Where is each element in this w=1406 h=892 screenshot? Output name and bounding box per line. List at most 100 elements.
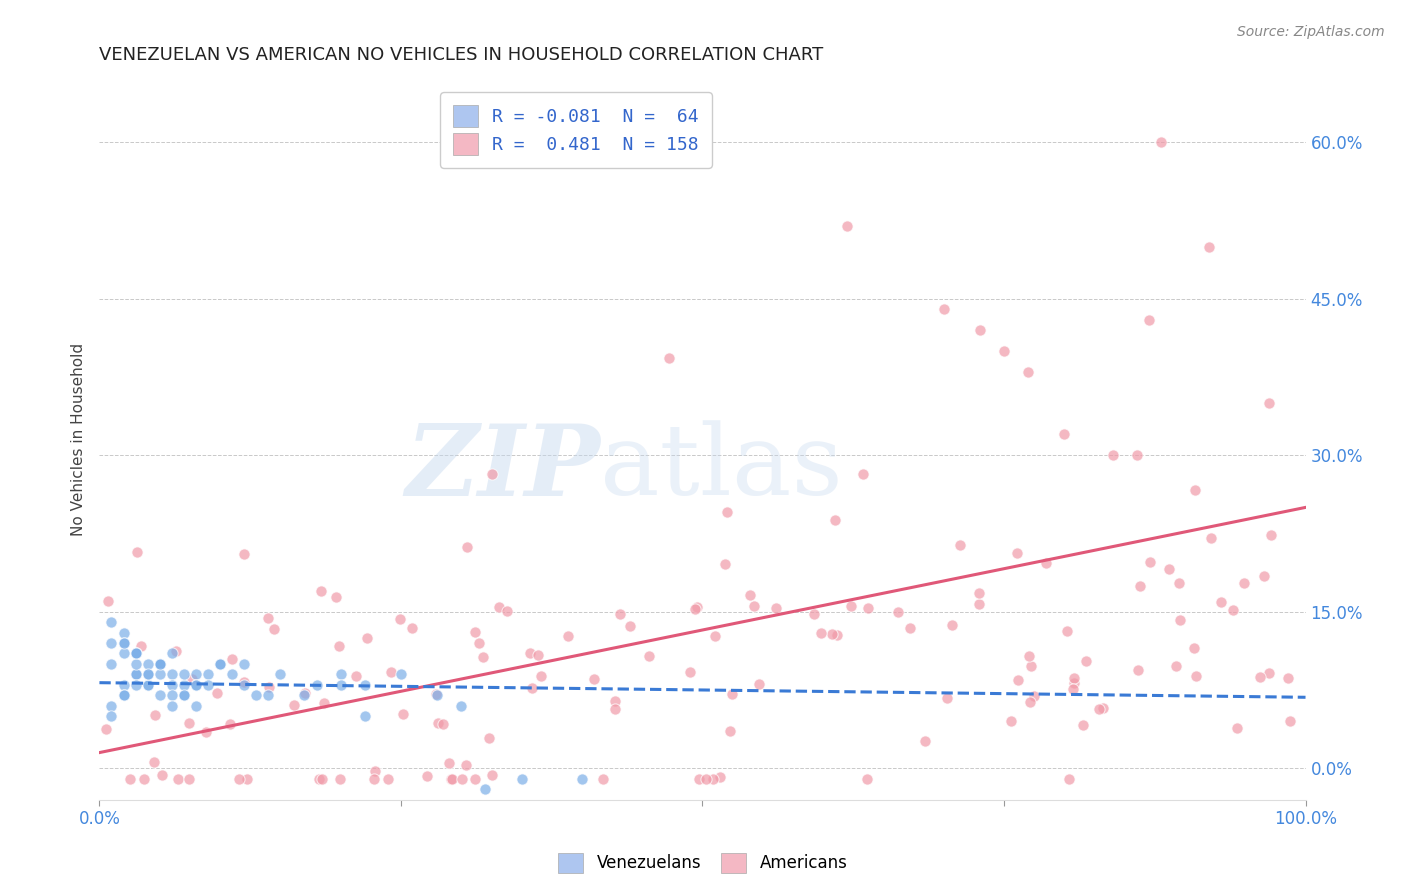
Point	[1137, 312, 1160, 326]
Point	[827, 628, 849, 642]
Point	[1071, 718, 1094, 732]
Point	[738, 588, 761, 602]
Point	[427, 715, 450, 730]
Point	[112, 636, 135, 650]
Point	[392, 706, 415, 721]
Point	[235, 772, 257, 786]
Point	[1198, 239, 1220, 253]
Point	[1126, 663, 1149, 677]
Point	[256, 611, 278, 625]
Point	[1222, 603, 1244, 617]
Point	[714, 557, 737, 571]
Point	[218, 716, 240, 731]
Point	[603, 702, 626, 716]
Point	[136, 667, 159, 681]
Point	[571, 772, 593, 786]
Point	[329, 667, 352, 681]
Point	[748, 677, 770, 691]
Point	[837, 219, 859, 233]
Point	[329, 772, 352, 786]
Point	[858, 600, 880, 615]
Legend: Venezuelans, Americans: Venezuelans, Americans	[551, 847, 855, 880]
Point	[821, 627, 844, 641]
Point	[97, 593, 120, 607]
Point	[941, 618, 963, 632]
Point	[294, 685, 316, 699]
Point	[124, 647, 146, 661]
Point	[967, 597, 990, 611]
Point	[1164, 658, 1187, 673]
Point	[1139, 555, 1161, 569]
Point	[1005, 545, 1028, 559]
Point	[716, 505, 738, 519]
Point	[364, 764, 387, 778]
Point	[658, 351, 681, 365]
Point	[173, 688, 195, 702]
Point	[936, 691, 959, 706]
Point	[112, 688, 135, 702]
Point	[283, 698, 305, 712]
Point	[527, 648, 550, 662]
Point	[329, 678, 352, 692]
Point	[415, 769, 437, 783]
Point	[1277, 671, 1299, 685]
Point	[1088, 702, 1111, 716]
Point	[1249, 670, 1271, 684]
Point	[136, 657, 159, 671]
Point	[1024, 689, 1046, 703]
Point	[136, 678, 159, 692]
Point	[856, 772, 879, 786]
Point	[353, 678, 375, 692]
Point	[520, 681, 543, 695]
Point	[1092, 700, 1115, 714]
Legend: R = -0.081  N =  64, R =  0.481  N = 158: R = -0.081 N = 64, R = 0.481 N = 158	[440, 92, 711, 168]
Point	[1035, 556, 1057, 570]
Point	[228, 772, 250, 786]
Point	[124, 647, 146, 661]
Point	[233, 657, 256, 671]
Point	[1017, 365, 1039, 379]
Point	[263, 622, 285, 636]
Point	[184, 678, 207, 692]
Point	[308, 772, 330, 786]
Point	[426, 688, 449, 702]
Point	[1057, 772, 1080, 786]
Point	[603, 694, 626, 708]
Point	[269, 667, 291, 681]
Point	[685, 599, 707, 614]
Point	[609, 607, 631, 622]
Point	[120, 772, 142, 786]
Point	[309, 584, 332, 599]
Point	[1226, 722, 1249, 736]
Point	[440, 772, 463, 786]
Point	[401, 621, 423, 635]
Point	[124, 667, 146, 681]
Point	[100, 615, 122, 629]
Point	[112, 678, 135, 692]
Point	[456, 540, 478, 554]
Point	[1129, 579, 1152, 593]
Point	[173, 688, 195, 702]
Point	[100, 709, 122, 723]
Point	[177, 716, 200, 731]
Point	[160, 678, 183, 692]
Text: atlas: atlas	[600, 420, 842, 516]
Y-axis label: No Vehicles in Household: No Vehicles in Household	[72, 343, 86, 536]
Point	[510, 772, 533, 786]
Point	[209, 657, 232, 671]
Point	[150, 768, 173, 782]
Point	[898, 621, 921, 635]
Point	[356, 631, 378, 645]
Point	[1000, 714, 1022, 728]
Point	[481, 467, 503, 481]
Point	[1007, 673, 1029, 688]
Point	[232, 674, 254, 689]
Point	[742, 599, 765, 613]
Point	[702, 772, 724, 786]
Point	[184, 667, 207, 681]
Point	[100, 657, 122, 671]
Point	[149, 657, 172, 671]
Point	[325, 591, 347, 605]
Point	[259, 680, 281, 694]
Point	[557, 629, 579, 643]
